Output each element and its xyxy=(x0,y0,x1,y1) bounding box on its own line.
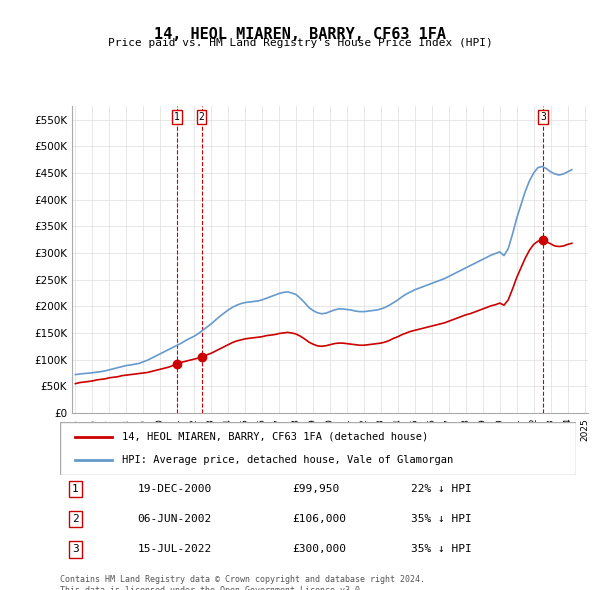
Text: Price paid vs. HM Land Registry's House Price Index (HPI): Price paid vs. HM Land Registry's House … xyxy=(107,38,493,48)
Text: HPI: Average price, detached house, Vale of Glamorgan: HPI: Average price, detached house, Vale… xyxy=(122,455,453,465)
Text: £300,000: £300,000 xyxy=(292,544,346,554)
Text: £106,000: £106,000 xyxy=(292,514,346,524)
Text: 3: 3 xyxy=(72,544,79,554)
Text: 35% ↓ HPI: 35% ↓ HPI xyxy=(411,514,472,524)
Text: 35% ↓ HPI: 35% ↓ HPI xyxy=(411,544,472,554)
Text: 15-JUL-2022: 15-JUL-2022 xyxy=(137,544,212,554)
Text: 14, HEOL MIAREN, BARRY, CF63 1FA (detached house): 14, HEOL MIAREN, BARRY, CF63 1FA (detach… xyxy=(122,432,428,442)
FancyBboxPatch shape xyxy=(60,422,576,475)
Text: 1: 1 xyxy=(174,112,179,122)
Text: 2: 2 xyxy=(199,112,205,122)
Text: 22% ↓ HPI: 22% ↓ HPI xyxy=(411,484,472,494)
Text: 3: 3 xyxy=(540,112,546,122)
Text: 1: 1 xyxy=(72,484,79,494)
Text: 06-JUN-2002: 06-JUN-2002 xyxy=(137,514,212,524)
Text: 2: 2 xyxy=(72,514,79,524)
Text: Contains HM Land Registry data © Crown copyright and database right 2024.
This d: Contains HM Land Registry data © Crown c… xyxy=(60,575,425,590)
Text: 14, HEOL MIAREN, BARRY, CF63 1FA: 14, HEOL MIAREN, BARRY, CF63 1FA xyxy=(154,27,446,41)
Text: £99,950: £99,950 xyxy=(292,484,340,494)
Text: 19-DEC-2000: 19-DEC-2000 xyxy=(137,484,212,494)
